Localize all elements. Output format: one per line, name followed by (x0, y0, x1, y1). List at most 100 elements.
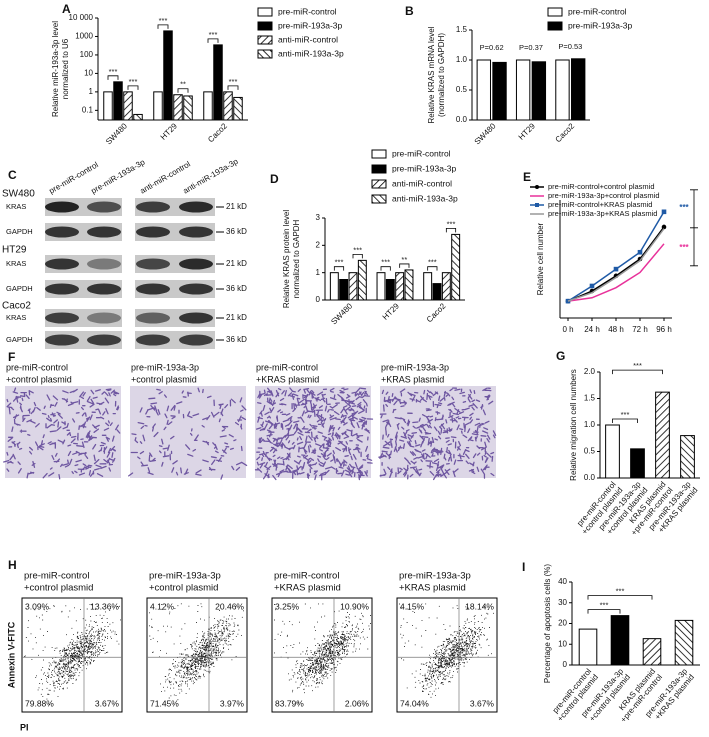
bar (395, 272, 405, 301)
blot-band (179, 201, 213, 213)
quadrant-percent: 4.12% (150, 601, 175, 611)
legend-label: pre-miR-193a-3p (392, 163, 457, 173)
annotation: *** (600, 601, 609, 610)
bar (213, 44, 223, 121)
x-tick-label: 72 h (632, 325, 648, 334)
point (613, 266, 619, 272)
x-tick-label: Caco2 (206, 121, 229, 144)
legend-swatch (257, 21, 273, 31)
quadrant-percent: 74.04% (400, 698, 429, 708)
micrograph (130, 386, 246, 478)
x-axis-label: PI (20, 722, 29, 732)
significance-bracket (107, 75, 119, 80)
panel-letter: I (522, 560, 525, 574)
blot-band (136, 283, 170, 295)
bar (578, 628, 598, 666)
bar (642, 638, 662, 666)
y-tick-label: 1 (89, 87, 94, 96)
y-axis-label: Relative migration cell numbers (569, 369, 578, 481)
y-tick-label: 1 (316, 268, 321, 277)
size-label: 36 kD (226, 284, 247, 293)
y-tick-label: 3 (316, 213, 321, 222)
bar (183, 95, 193, 121)
caption: pre-miR-control (256, 362, 318, 372)
y-tick-label: 10 000 (69, 13, 94, 22)
y-tick-label: 40 (558, 577, 567, 586)
significance-bracket (352, 253, 363, 259)
significance-bracket (587, 595, 653, 600)
size-label: 36 kD (226, 335, 247, 344)
y-tick-label: 0.0 (584, 473, 596, 482)
y-tick-label: 20 (558, 619, 567, 628)
significance-bracket (690, 189, 698, 267)
point (565, 298, 571, 304)
bar (476, 59, 491, 121)
quadrant-percent: 10.90% (340, 601, 369, 611)
bar (357, 259, 367, 301)
blot-band (136, 226, 170, 238)
annotation: *** (381, 258, 390, 267)
point (589, 283, 595, 289)
event-cloud (399, 603, 494, 698)
bar (103, 91, 113, 121)
x-tick-label: Caco2 (554, 121, 577, 144)
quadrant-percent: 3.67% (470, 698, 495, 708)
lane-label: anti-miR-193a-3p (182, 157, 241, 196)
blot-band (87, 334, 121, 346)
blot-band (45, 283, 79, 295)
bar (348, 272, 358, 301)
y-axis-label: Relative KRAS mRNA level (427, 26, 436, 123)
quadrant-percent: 3.97% (220, 698, 245, 708)
bar (404, 269, 414, 301)
blot-band (136, 312, 170, 324)
blot-band (136, 258, 170, 270)
caption: +control plasmid (6, 374, 72, 384)
flow-plot (396, 597, 498, 713)
bar (329, 272, 339, 301)
legend-marker (535, 185, 539, 189)
series-line (567, 228, 665, 302)
legend-swatch (371, 149, 387, 159)
blot-band (179, 334, 213, 346)
bar (432, 283, 442, 301)
annotation: P=0.37 (519, 43, 543, 52)
significance-bracket (587, 609, 621, 614)
bar (133, 113, 143, 121)
bar (655, 391, 670, 479)
annotation: *** (353, 245, 362, 254)
protein-label: GAPDH (6, 335, 33, 344)
micrograph (5, 386, 121, 478)
caption: +KRAS plasmid (381, 374, 444, 384)
annotation: *** (335, 258, 344, 267)
legend-label: pre-miR-control+control plasmid (548, 182, 655, 191)
x-tick-label: HT29 (517, 121, 538, 142)
quadrant-percent: 4.15% (400, 601, 425, 611)
significance-bracket (427, 266, 438, 271)
bar (223, 91, 233, 121)
caption: pre-miR-193a-3p (381, 362, 449, 372)
point (661, 209, 667, 215)
quadrant-percent: 2.06% (345, 698, 370, 708)
bar (680, 435, 695, 479)
y-tick-label: 1.0 (584, 420, 596, 429)
y-tick-label: 0.5 (584, 447, 596, 456)
quadrant-percent: 71.45% (150, 698, 179, 708)
legend-label: pre-miR-193a-3p (568, 20, 633, 30)
legend-swatch (547, 7, 563, 17)
legend-label: pre-miR-control+KRAS plasmid (548, 200, 652, 209)
blot-band (87, 283, 121, 295)
legend-label: pre-miR-193a-3p (278, 20, 343, 30)
annotation: P=0.62 (480, 43, 504, 52)
legend-label: pre-miR-control (568, 6, 627, 16)
protein-label: KRAS (6, 259, 26, 268)
annotation: *** (109, 67, 118, 76)
y-axis-label: Relative cell number (536, 222, 545, 295)
blot-band (45, 201, 79, 213)
caption: pre-miR-193a-3p (131, 362, 199, 372)
significance-bracket (445, 228, 457, 233)
plot-title: pre-miR-control (274, 571, 339, 582)
x-tick-label: HT29 (381, 301, 402, 322)
annotation: *** (633, 361, 642, 370)
annotation: *** (229, 77, 238, 86)
y-tick-label: 0.1 (82, 105, 94, 114)
